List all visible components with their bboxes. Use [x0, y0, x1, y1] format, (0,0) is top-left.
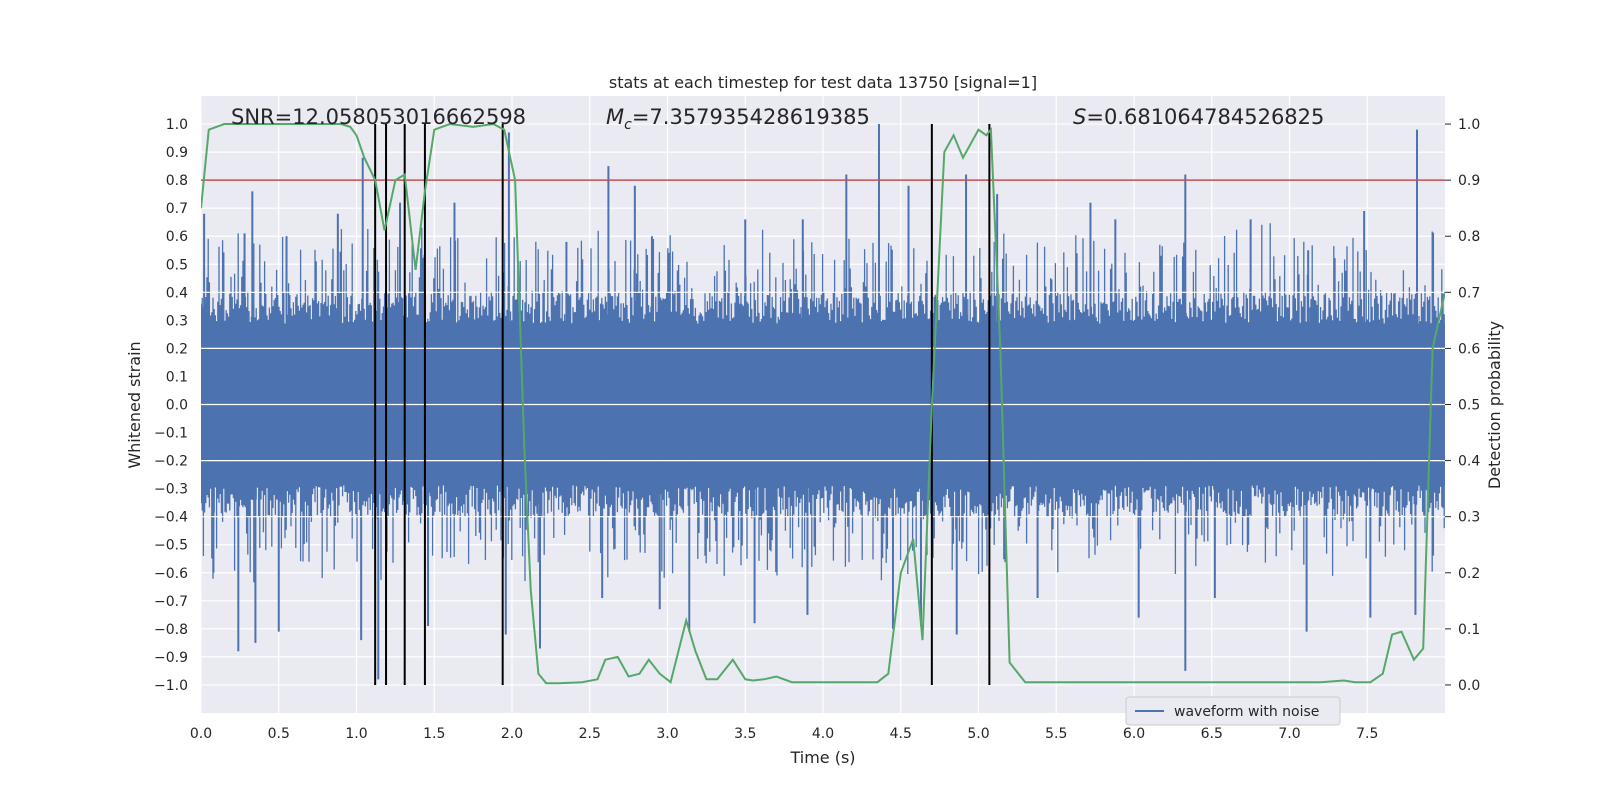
y-left-tick-label: −0.6 [154, 566, 188, 582]
y-left-tick-label: 0.2 [166, 341, 188, 357]
y-left-tick-label: −0.2 [154, 454, 188, 470]
x-tick-label: 2.5 [579, 726, 601, 742]
x-tick-label: 3.0 [656, 726, 678, 742]
y-right-tick-label: 0.8 [1458, 229, 1480, 245]
x-tick-label: 7.0 [1278, 726, 1300, 742]
y-left-tick-label: 0.8 [166, 173, 188, 189]
x-axis-title: Time (s) [789, 748, 855, 767]
mc-symbol: M [606, 105, 624, 129]
y-right-tick-label: 0.4 [1458, 454, 1480, 470]
y-left-tick-label: −0.1 [154, 426, 188, 442]
chart-title: stats at each timestep for test data 137… [609, 73, 1037, 92]
x-tick-label: 5.0 [967, 726, 989, 742]
y-right-tick-label: 0.5 [1458, 398, 1480, 414]
y-right-tick-label: 0.0 [1458, 678, 1480, 694]
y-left-tick-label: 0.6 [166, 229, 188, 245]
y-left-tick-label: 0.0 [166, 398, 188, 414]
x-tick-label: 0.5 [268, 726, 290, 742]
x-tick-label: 1.5 [423, 726, 445, 742]
x-tick-label: 3.5 [734, 726, 756, 742]
overlay-series [201, 122, 1445, 685]
y-left-tick-label: 0.3 [166, 313, 188, 329]
y-right-tick-label: 0.1 [1458, 622, 1480, 638]
x-tick-label: 7.5 [1356, 726, 1378, 742]
legend-label-waveform: waveform with noise [1174, 704, 1319, 720]
s-symbol: S [1073, 105, 1086, 129]
y-left-tick-label: 0.5 [166, 257, 188, 273]
plot-content [201, 122, 1445, 685]
y-left-tick-label: −0.4 [154, 510, 188, 526]
y-left-tick-label: −1.0 [154, 678, 188, 694]
y-right-tick-label: 0.9 [1458, 173, 1480, 189]
detection-probability-line [201, 122, 1445, 685]
y-left-tick-label: 0.4 [166, 285, 188, 301]
y-left-tick-label: 0.7 [166, 201, 188, 217]
x-tick-label: 6.0 [1123, 726, 1145, 742]
legend: waveform with noise [1125, 696, 1341, 726]
y-left-tick-label: 0.9 [166, 145, 188, 161]
y-right-tick-label: 0.7 [1458, 285, 1480, 301]
x-tick-label: 0.0 [190, 726, 212, 742]
x-tick-label: 2.0 [501, 726, 523, 742]
y-right-tick-label: 1.0 [1458, 117, 1480, 133]
x-tick-label: 4.0 [812, 726, 834, 742]
chirp-mass-annotation: Mc=7.357935428619385 [606, 105, 870, 133]
y-axis-left-title: Whitened strain [125, 341, 144, 468]
y-left-tick-label: −0.3 [154, 482, 188, 498]
s-annotation: S=0.681064784526825 [1073, 105, 1324, 129]
y-right-tick-label: 0.3 [1458, 510, 1480, 526]
axes: 0.0 0.5 1.0 1.5 2.0 2.5 3.0 3.5 4.0 4.5 5.0 5.5 6.0 6… [154, 117, 1480, 742]
x-tick-label: 5.5 [1045, 726, 1067, 742]
y-axis-right-title: Detection probability [1485, 321, 1504, 489]
y-left-tick-label: −0.8 [154, 622, 188, 638]
y-right-tick-label: 0.6 [1458, 341, 1480, 357]
s-value: =0.681064784526825 [1086, 105, 1324, 129]
y-left-tick-label: −0.7 [154, 594, 188, 610]
x-tick-label: 4.5 [890, 726, 912, 742]
y-left-tick-label: −0.5 [154, 538, 188, 554]
snr-annotation: SNR=12.058053016662598 [231, 105, 526, 129]
x-tick-label: 1.0 [345, 726, 367, 742]
legend-box [1125, 696, 1341, 726]
y-right-tick-label: 0.2 [1458, 566, 1480, 582]
y-left-tick-label: 1.0 [166, 117, 188, 133]
y-left-tick-label: 0.1 [166, 369, 188, 385]
x-tick-label: 6.5 [1201, 726, 1223, 742]
mc-value: =7.357935428619385 [632, 105, 870, 129]
mc-subscript: c [624, 117, 632, 133]
y-left-tick-label: −0.9 [154, 650, 188, 666]
